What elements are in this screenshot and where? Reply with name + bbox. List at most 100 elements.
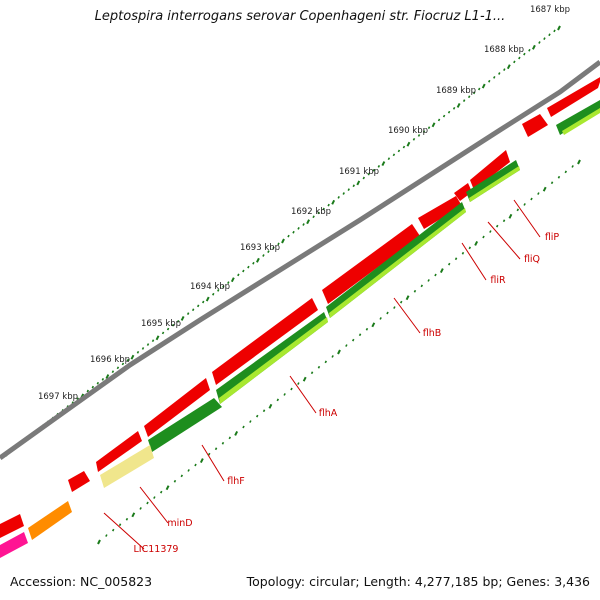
inner-tick: [439, 268, 444, 274]
inner-tick: [537, 192, 540, 195]
scale-tick: [427, 126, 431, 130]
inner-tick: [283, 393, 286, 396]
scale-tick: [186, 312, 190, 315]
gene-arrow: [469, 166, 520, 202]
genome-map: 1687 kbp 1688 kbp 1689 kbp 1690 kbp 1691 kbp…: [0, 5, 600, 558]
gene-arrow: [454, 183, 472, 201]
scale-tick: [166, 327, 170, 331]
scale-tick: [96, 381, 100, 385]
inner-tick: [105, 534, 108, 537]
scale-tick: [513, 60, 516, 64]
scale-tick: [377, 165, 381, 168]
inner-tick: [146, 501, 149, 505]
inner-tick: [187, 469, 190, 472]
inner-tick: [297, 382, 300, 385]
scale-tick: [437, 118, 441, 122]
inner-tick: [508, 213, 513, 219]
scale-tick: [171, 323, 175, 327]
gene-leader-line: [139, 486, 169, 524]
scale-tick: [553, 29, 556, 33]
scale-label: 1693 kbp: [240, 243, 280, 253]
scale-tick: [227, 281, 230, 284]
scale-tick: [256, 257, 260, 263]
scale-tick: [397, 149, 401, 153]
scale-label: 1695 kbp: [141, 319, 181, 329]
scale-tick: [161, 331, 165, 335]
scale-tick: [237, 273, 240, 277]
inner-tick: [523, 203, 526, 206]
gene-leader-line: [513, 199, 541, 238]
inner-tick: [276, 398, 280, 402]
scale-tick: [447, 110, 451, 114]
scale-tick: [155, 335, 160, 341]
gene-arrow: [562, 108, 600, 135]
scale-label: 1696 kbp: [90, 355, 130, 365]
scale-tick: [548, 33, 551, 37]
inner-tick: [502, 219, 506, 223]
inner-tick: [489, 230, 492, 233]
inner-tick: [290, 387, 293, 391]
scale-label: 1691 kbp: [339, 167, 379, 177]
scale-tick: [362, 176, 366, 180]
gene-arrow: [470, 150, 510, 190]
inner-tick: [242, 425, 245, 429]
inner-tick: [454, 257, 458, 261]
inner-tick: [351, 338, 355, 342]
scale-tick: [528, 48, 531, 52]
scale-tick: [217, 288, 220, 292]
scale-tick: [151, 339, 155, 343]
scale-tick: [201, 300, 205, 304]
scale-tick: [247, 265, 250, 269]
inner-tick: [165, 485, 170, 491]
scale-ticks: [5, 25, 581, 545]
inner-tick: [530, 197, 533, 201]
gene-arrow: [148, 398, 222, 452]
scale-tick: [130, 354, 135, 360]
inner-tick: [571, 165, 574, 168]
inner-tick: [125, 517, 129, 521]
scale-tick: [381, 161, 386, 166]
inner-tick: [482, 235, 485, 239]
inner-tick: [131, 512, 136, 518]
scale-label: 1697 kbp: [38, 392, 78, 402]
inner-tick: [564, 170, 568, 174]
inner-tick: [371, 322, 376, 328]
scale-tick: [503, 68, 506, 71]
accession-text: Accession: NC_005823: [10, 574, 153, 589]
scale-label: 1690 kbp: [388, 126, 428, 136]
scale-tick: [191, 308, 195, 312]
scale-tick: [212, 292, 215, 296]
scale-tick: [392, 153, 396, 157]
inner-tick: [461, 251, 465, 255]
gene-label: flhF: [227, 476, 244, 487]
scale-tick: [557, 25, 561, 31]
scale-label: 1694 kbp: [190, 282, 230, 292]
inner-tick: [139, 507, 142, 510]
inner-tick: [557, 175, 561, 179]
scale-tick: [356, 180, 361, 186]
scale-tick: [141, 347, 145, 350]
gene-leader-line: [103, 512, 145, 550]
inner-tick: [447, 262, 451, 266]
gene-arrow: [547, 77, 600, 117]
gene-arrow: [144, 378, 210, 437]
scale-tick: [347, 188, 350, 192]
scale-tick: [456, 103, 461, 108]
scale-tick: [488, 79, 491, 83]
inner-tick: [577, 159, 581, 165]
scale-label: 1692 kbp: [291, 207, 331, 217]
gene-leader-line: [201, 444, 225, 482]
scale-tick: [267, 250, 270, 253]
gene-label: fliQ: [524, 254, 540, 265]
inner-tick: [317, 365, 321, 369]
scale-tick: [281, 238, 285, 244]
scale-tick: [538, 41, 541, 44]
scale-tick: [477, 87, 481, 91]
genome-backbone: [0, 60, 600, 461]
scale-tick: [452, 106, 456, 110]
gene-arrow: [212, 298, 318, 385]
inner-tick: [405, 295, 410, 301]
scale-tick: [352, 184, 355, 188]
scale-tick: [532, 44, 536, 50]
gene-arrow: [556, 100, 600, 135]
